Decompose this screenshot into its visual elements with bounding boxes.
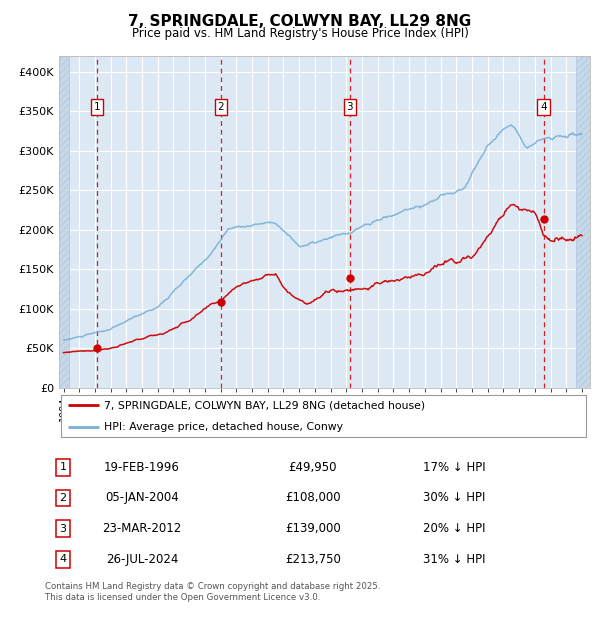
FancyBboxPatch shape: [61, 395, 586, 436]
Text: £108,000: £108,000: [285, 492, 341, 504]
Text: 26-JUL-2024: 26-JUL-2024: [106, 552, 178, 565]
Text: 1: 1: [59, 462, 67, 472]
Text: 1: 1: [94, 102, 100, 112]
Text: Price paid vs. HM Land Registry's House Price Index (HPI): Price paid vs. HM Land Registry's House …: [131, 27, 469, 40]
Text: 2: 2: [218, 102, 224, 112]
Text: 4: 4: [59, 554, 67, 564]
Bar: [59, 56, 69, 388]
Bar: [577, 56, 590, 388]
Text: 05-JAN-2004: 05-JAN-2004: [105, 492, 179, 504]
Text: 2: 2: [59, 493, 67, 503]
Bar: [59, 56, 69, 388]
Text: 23-MAR-2012: 23-MAR-2012: [102, 522, 181, 535]
Text: £213,750: £213,750: [285, 552, 341, 565]
Text: HPI: Average price, detached house, Conwy: HPI: Average price, detached house, Conw…: [104, 422, 343, 432]
Text: 31% ↓ HPI: 31% ↓ HPI: [423, 552, 485, 565]
Text: 17% ↓ HPI: 17% ↓ HPI: [423, 461, 485, 474]
Text: 7, SPRINGDALE, COLWYN BAY, LL29 8NG (detached house): 7, SPRINGDALE, COLWYN BAY, LL29 8NG (det…: [104, 401, 425, 410]
Text: 30% ↓ HPI: 30% ↓ HPI: [423, 492, 485, 504]
Text: £49,950: £49,950: [289, 461, 337, 474]
Bar: [577, 56, 590, 388]
Text: 19-FEB-1996: 19-FEB-1996: [104, 461, 180, 474]
Text: 20% ↓ HPI: 20% ↓ HPI: [423, 522, 485, 535]
Text: 7, SPRINGDALE, COLWYN BAY, LL29 8NG: 7, SPRINGDALE, COLWYN BAY, LL29 8NG: [128, 14, 472, 29]
Text: £139,000: £139,000: [285, 522, 341, 535]
Text: Contains HM Land Registry data © Crown copyright and database right 2025.: Contains HM Land Registry data © Crown c…: [45, 582, 380, 591]
Text: 3: 3: [346, 102, 353, 112]
Text: 3: 3: [59, 523, 67, 534]
Text: This data is licensed under the Open Government Licence v3.0.: This data is licensed under the Open Gov…: [45, 593, 320, 603]
Text: 4: 4: [540, 102, 547, 112]
